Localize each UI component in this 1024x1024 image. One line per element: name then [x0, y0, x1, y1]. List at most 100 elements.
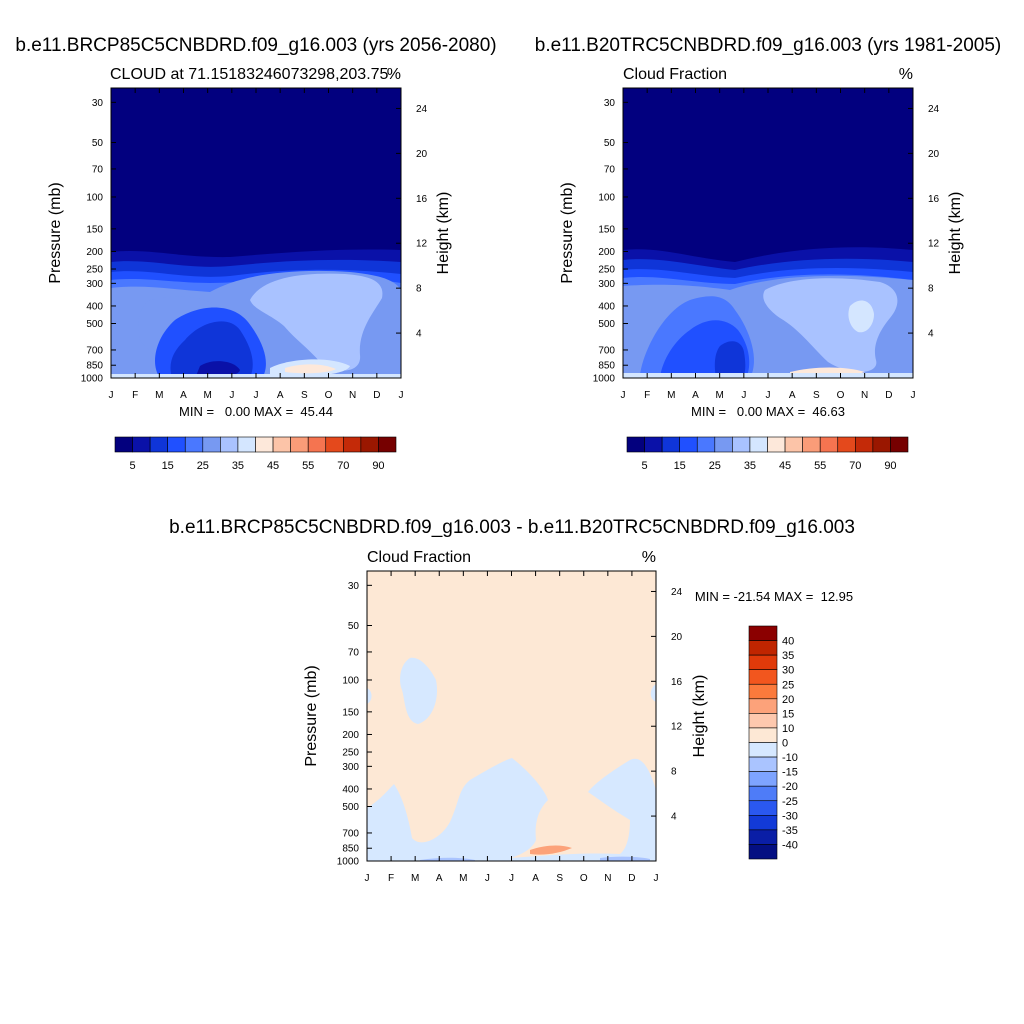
y2-axis-label: Height (km)	[691, 675, 708, 758]
colorbar-label: -25	[782, 796, 798, 808]
height-tick-label: 8	[416, 284, 422, 295]
colorbar-swatch	[748, 683, 778, 700]
pressure-tick-label: 850	[342, 844, 359, 855]
colorbar-swatch	[272, 436, 291, 453]
colorbar-label: 70	[849, 460, 861, 472]
colorbar-swatch	[360, 436, 379, 453]
height-tick-label: 20	[671, 632, 683, 643]
colorbar-swatch	[237, 436, 256, 453]
colorbar-label: 30	[782, 665, 794, 677]
colorbar-swatch	[696, 436, 716, 453]
panel-historical: b.e11.B20TRC5CNBDRD.f09_g16.003 (yrs 198…	[535, 35, 1001, 472]
panel-difference: b.e11.BRCP85C5CNBDRD.f09_g16.003 - b.e11…	[169, 517, 855, 884]
colorbar-swatch	[748, 829, 778, 845]
height-tick-label: 12	[928, 239, 940, 250]
month-tick-label: M	[411, 873, 419, 884]
contour-level-40	[848, 300, 874, 333]
month-tick-label: J	[911, 390, 916, 401]
height-tick-label: 4	[928, 329, 934, 340]
colorbar-label: 15	[162, 460, 174, 472]
height-tick-label: 16	[416, 194, 428, 205]
pressure-tick-label: 150	[86, 224, 103, 235]
contour-negative-upper	[400, 657, 438, 724]
height-tick-label: 24	[671, 587, 683, 598]
month-tick-label: A	[277, 390, 284, 401]
pressure-tick-label: 200	[342, 730, 359, 741]
pressure-tick-label: 500	[342, 802, 359, 813]
month-tick-label: F	[388, 873, 394, 884]
units-label: %	[642, 549, 656, 566]
colorbar-swatch	[732, 436, 751, 453]
month-tick-label: J	[109, 390, 114, 401]
pressure-tick-label: 300	[86, 279, 103, 290]
colorbar-label: 70	[337, 460, 349, 472]
colorbar-label: 55	[814, 460, 826, 472]
month-tick-label: J	[254, 390, 259, 401]
pressure-tick-label: 150	[342, 707, 359, 718]
height-tick-label: 20	[928, 149, 940, 160]
colorbar-swatch	[378, 436, 397, 453]
colorbar-label: 90	[884, 460, 896, 472]
month-tick-label: M	[715, 390, 723, 401]
colorbar-label: -30	[782, 810, 798, 822]
pressure-axis: 30 50 70 100 150 200 250 300 400 500 700 850 1000	[593, 98, 628, 385]
month-tick-label: F	[644, 390, 650, 401]
pressure-tick-label: 400	[86, 301, 103, 312]
month-tick-label: S	[301, 390, 308, 401]
month-tick-label: D	[885, 390, 892, 401]
pressure-tick-label: 150	[598, 224, 615, 235]
pressure-tick-label: 30	[92, 98, 104, 109]
colorbar-label: 20	[782, 694, 794, 706]
pressure-tick-label: 1000	[593, 374, 616, 385]
pressure-tick-label: 200	[86, 247, 103, 258]
colorbar-label: 10	[782, 723, 794, 735]
contour-level-35	[250, 273, 383, 371]
colorbar-swatch	[290, 436, 309, 453]
pressure-tick-label: 400	[342, 784, 359, 795]
pressure-tick-label: 250	[342, 748, 359, 759]
height-tick-label: 24	[928, 104, 940, 115]
month-tick-label: J	[654, 873, 659, 884]
month-tick-label: N	[861, 390, 868, 401]
colorbar-swatch	[644, 436, 663, 453]
month-tick-label: J	[509, 873, 514, 884]
colorbar-swatch	[661, 436, 680, 453]
colorbar-swatch	[220, 436, 239, 453]
height-axis: 24 20 16 12 8 4	[651, 587, 683, 823]
case-title: b.e11.BRCP85C5CNBDRD.f09_g16.003 - b.e11…	[169, 517, 855, 538]
month-tick-label: D	[373, 390, 380, 401]
colorbar-swatch	[626, 436, 645, 453]
pressure-tick-label: 70	[604, 164, 616, 175]
month-tick-label: M	[203, 390, 211, 401]
colorbar-swatch	[343, 436, 362, 453]
month-tick-label: A	[436, 873, 443, 884]
pressure-tick-label: 50	[92, 138, 104, 149]
colorbar-swatch	[748, 713, 778, 729]
pressure-tick-label: 30	[604, 98, 616, 109]
contour-field	[111, 88, 401, 378]
colorbar-swatch	[748, 698, 778, 714]
pressure-tick-label: 50	[604, 138, 616, 149]
month-tick-label: J	[741, 390, 746, 401]
month-tick-label: J	[766, 390, 771, 401]
plot-title: Cloud Fraction	[623, 66, 727, 83]
pressure-tick-label: 400	[598, 301, 615, 312]
pressure-tick-label: 100	[86, 192, 103, 203]
pressure-tick-label: 250	[598, 265, 615, 276]
colorbar-label: 90	[372, 460, 384, 472]
contour-level-45	[285, 364, 336, 374]
colorbar-swatch	[325, 436, 344, 453]
y-axis-label: Pressure (mb)	[559, 182, 576, 283]
height-tick-label: 16	[671, 677, 683, 688]
colorbar-swatch	[748, 800, 778, 816]
colorbar-swatch	[748, 669, 778, 685]
month-tick-label: O	[580, 873, 588, 884]
colorbar-swatch	[167, 436, 186, 453]
height-tick-label: 12	[416, 239, 428, 250]
contour-positive-patch	[530, 845, 572, 855]
pressure-tick-label: 70	[92, 164, 104, 175]
pressure-tick-label: 1000	[81, 374, 104, 385]
colorbar-swatch	[255, 436, 274, 453]
